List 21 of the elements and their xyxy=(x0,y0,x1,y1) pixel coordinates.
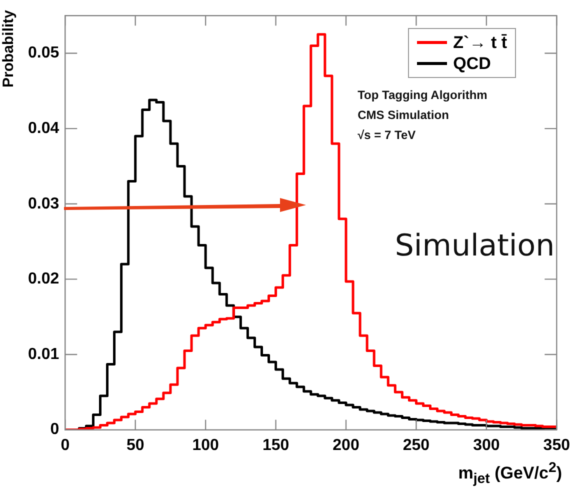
x-tick-label: 100 xyxy=(192,436,220,454)
x-tick-label: 200 xyxy=(332,436,360,454)
y-tick-label: 0.04 xyxy=(28,120,60,137)
y-tick-label: 0.01 xyxy=(28,346,60,363)
x-tick-label: 350 xyxy=(543,436,570,454)
legend-label: QCD xyxy=(453,53,491,74)
x-tick-label: 50 xyxy=(126,436,144,454)
x-tick-label: 250 xyxy=(402,436,430,454)
y-axis-title: Probability xyxy=(0,9,18,88)
y-tick-label: 0.02 xyxy=(28,270,60,288)
y-tick-label: 0.03 xyxy=(28,195,60,212)
annotation: CMS Simulation xyxy=(358,108,449,122)
y-tick-label: 0 xyxy=(50,421,60,438)
x-tick-label: 150 xyxy=(262,436,290,454)
y-tick-label: 0.05 xyxy=(28,44,60,62)
x-axis-title: m$_{jet}$ (GeV/c$^{2}$) xyxy=(458,460,562,487)
annotation: √s = 7 TeV xyxy=(358,128,416,142)
legend-label: Z`→ t t̄ xyxy=(453,32,507,53)
annotation: Top Tagging Algorithm xyxy=(358,88,488,102)
annotation: Simulation xyxy=(394,228,555,264)
x-tick-label: 300 xyxy=(473,436,500,454)
